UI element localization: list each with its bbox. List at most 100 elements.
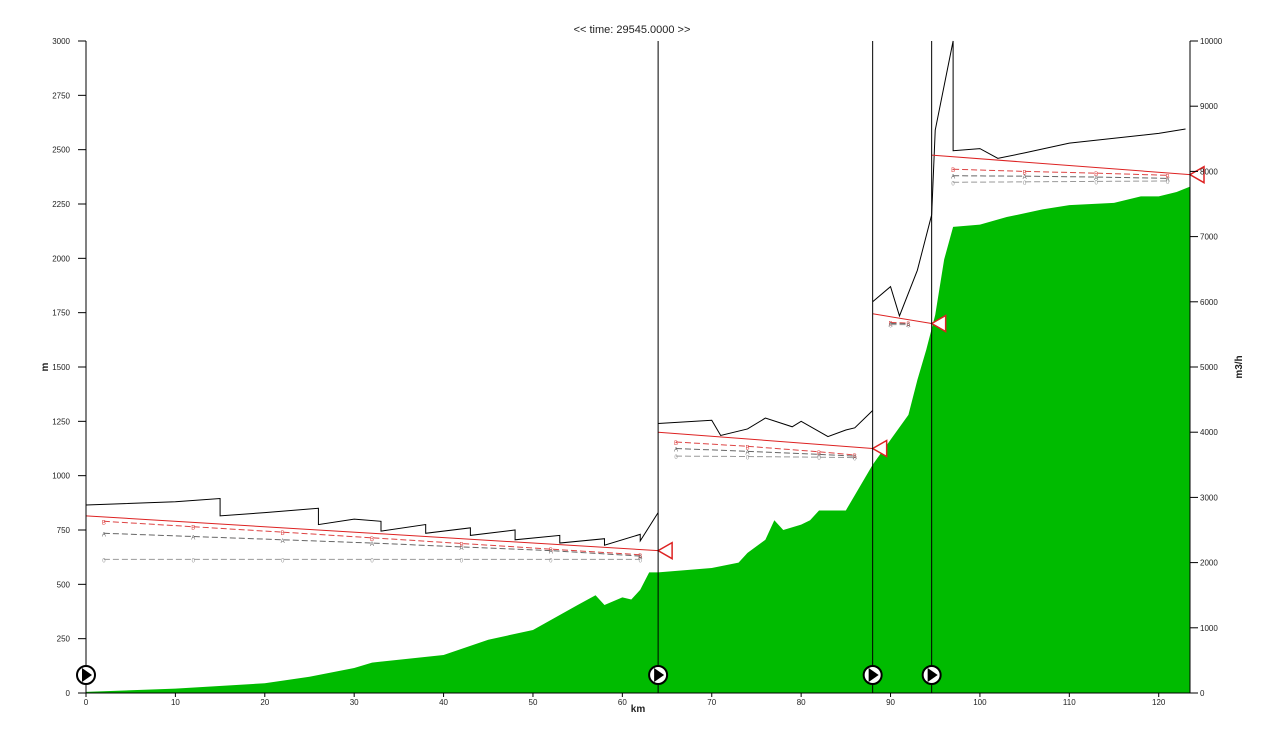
line-marker: B [1166,174,1170,180]
x-tick-label: 20 [260,698,269,707]
limit-triangle [656,541,673,560]
line-marker: A [817,453,821,459]
x-tick-label: 0 [84,698,89,707]
y2-tick-label: 7000 [1200,233,1218,242]
line-marker: A [889,323,893,329]
limit-triangle [930,314,947,333]
pump-arrow [927,668,938,682]
y2-tick-label: 1000 [1200,624,1218,633]
y-tick-label: 1000 [52,472,70,481]
pump-icon [648,665,669,685]
line [85,40,1186,546]
x-tick-label: 90 [886,698,895,707]
pump-arrow [82,668,92,682]
line-marker: 0 [1166,180,1170,186]
line-marker: B [102,520,106,526]
line-marker: 0 [907,324,911,330]
line-marker: 0 [281,558,285,564]
y-tick-label: 1750 [52,309,70,318]
line-marker: A [674,448,678,454]
y-tick-label: 3000 [52,37,70,46]
y2-tick-label: 2000 [1200,559,1218,568]
line-marker: B [638,554,642,560]
line-marker: A [281,539,285,545]
y2-tick-label: 4000 [1200,428,1218,437]
line-marker: B [1023,170,1027,176]
line-marker: B [1094,172,1098,178]
y2-tick-label: 3000 [1200,493,1218,502]
line-marker: 0 [549,558,553,564]
line-marker: A [853,455,857,461]
x-tick-label: 120 [1152,698,1166,707]
pump-icon [921,665,942,685]
line-marker: 0 [460,558,464,564]
y-tick-label: 750 [57,526,71,535]
line-marker: B [817,451,821,457]
line-marker: B [745,445,749,451]
y-tick-label: 2000 [52,254,70,263]
line-marker: B [549,548,553,554]
y2-tick-label: 0 [1200,689,1205,698]
x-tick-label: 10 [171,698,180,707]
line-marker: 0 [951,181,955,187]
y2-tick-label: 5000 [1200,363,1218,372]
y2-tick-label: 9000 [1200,102,1218,111]
x-tick-label: 110 [1063,698,1076,707]
line-marker: A [191,536,195,542]
x-tick-label: 50 [529,698,538,707]
elevation-area [86,186,1190,693]
line-marker: 0 [746,456,750,462]
y-tick-label: 500 [57,580,71,589]
y-tick-label: 2250 [52,200,70,209]
y-tick-label: 0 [66,689,71,698]
pump-arrow [868,668,879,682]
x-tick-label: 40 [439,698,448,707]
pump-icon [76,665,96,685]
line-marker: B [951,168,955,174]
line-marker: A [549,550,553,556]
line-marker: 0 [370,558,374,564]
line-marker: A [951,175,955,181]
y-tick-label: 2500 [52,146,70,155]
line-marker: B [459,542,463,548]
pump-icon [862,665,883,685]
line-marker: A [459,546,463,552]
y-tick-label: 1250 [52,417,70,426]
line-marker: A [1094,176,1098,182]
line-marker: B [853,454,857,460]
line-marker: 0 [1094,180,1098,186]
line [85,154,1191,552]
x-axis-label: km [631,704,646,715]
line-marker: A [638,555,642,561]
x-tick-label: 60 [618,698,627,707]
x-tick-label: 70 [707,698,716,707]
line-marker: 0 [1023,181,1027,187]
line-marker: 0 [639,558,643,564]
limit-triangle [1188,165,1205,184]
x-tick-label: 30 [350,698,359,707]
y-tick-label: 2750 [52,91,70,100]
line-marker: A [745,450,749,456]
chart-title: << time: 29545.0000 >> [574,24,691,36]
x-tick-label: 80 [797,698,806,707]
line-marker: B [281,531,285,537]
y2-tick-label: 6000 [1200,298,1218,307]
line-marker: 0 [889,324,893,330]
y2-axis-label: m3/h [1234,355,1245,378]
line-marker: 0 [853,457,857,463]
line-marker: A [102,532,106,538]
line-marker: B [906,322,910,328]
limit-triangle [871,439,888,458]
line-marker: A [906,323,910,329]
y2-tick-label: 10000 [1200,37,1223,46]
line-marker: B [191,526,195,532]
line-marker: A [370,542,374,548]
pump-arrow [654,668,665,682]
line-marker: A [1023,175,1027,181]
line-marker: 0 [817,456,821,462]
line-marker: B [370,537,374,543]
y-tick-label: 1500 [52,363,70,372]
y-axis-label: m [40,362,51,371]
y-tick-label: 250 [57,635,71,644]
